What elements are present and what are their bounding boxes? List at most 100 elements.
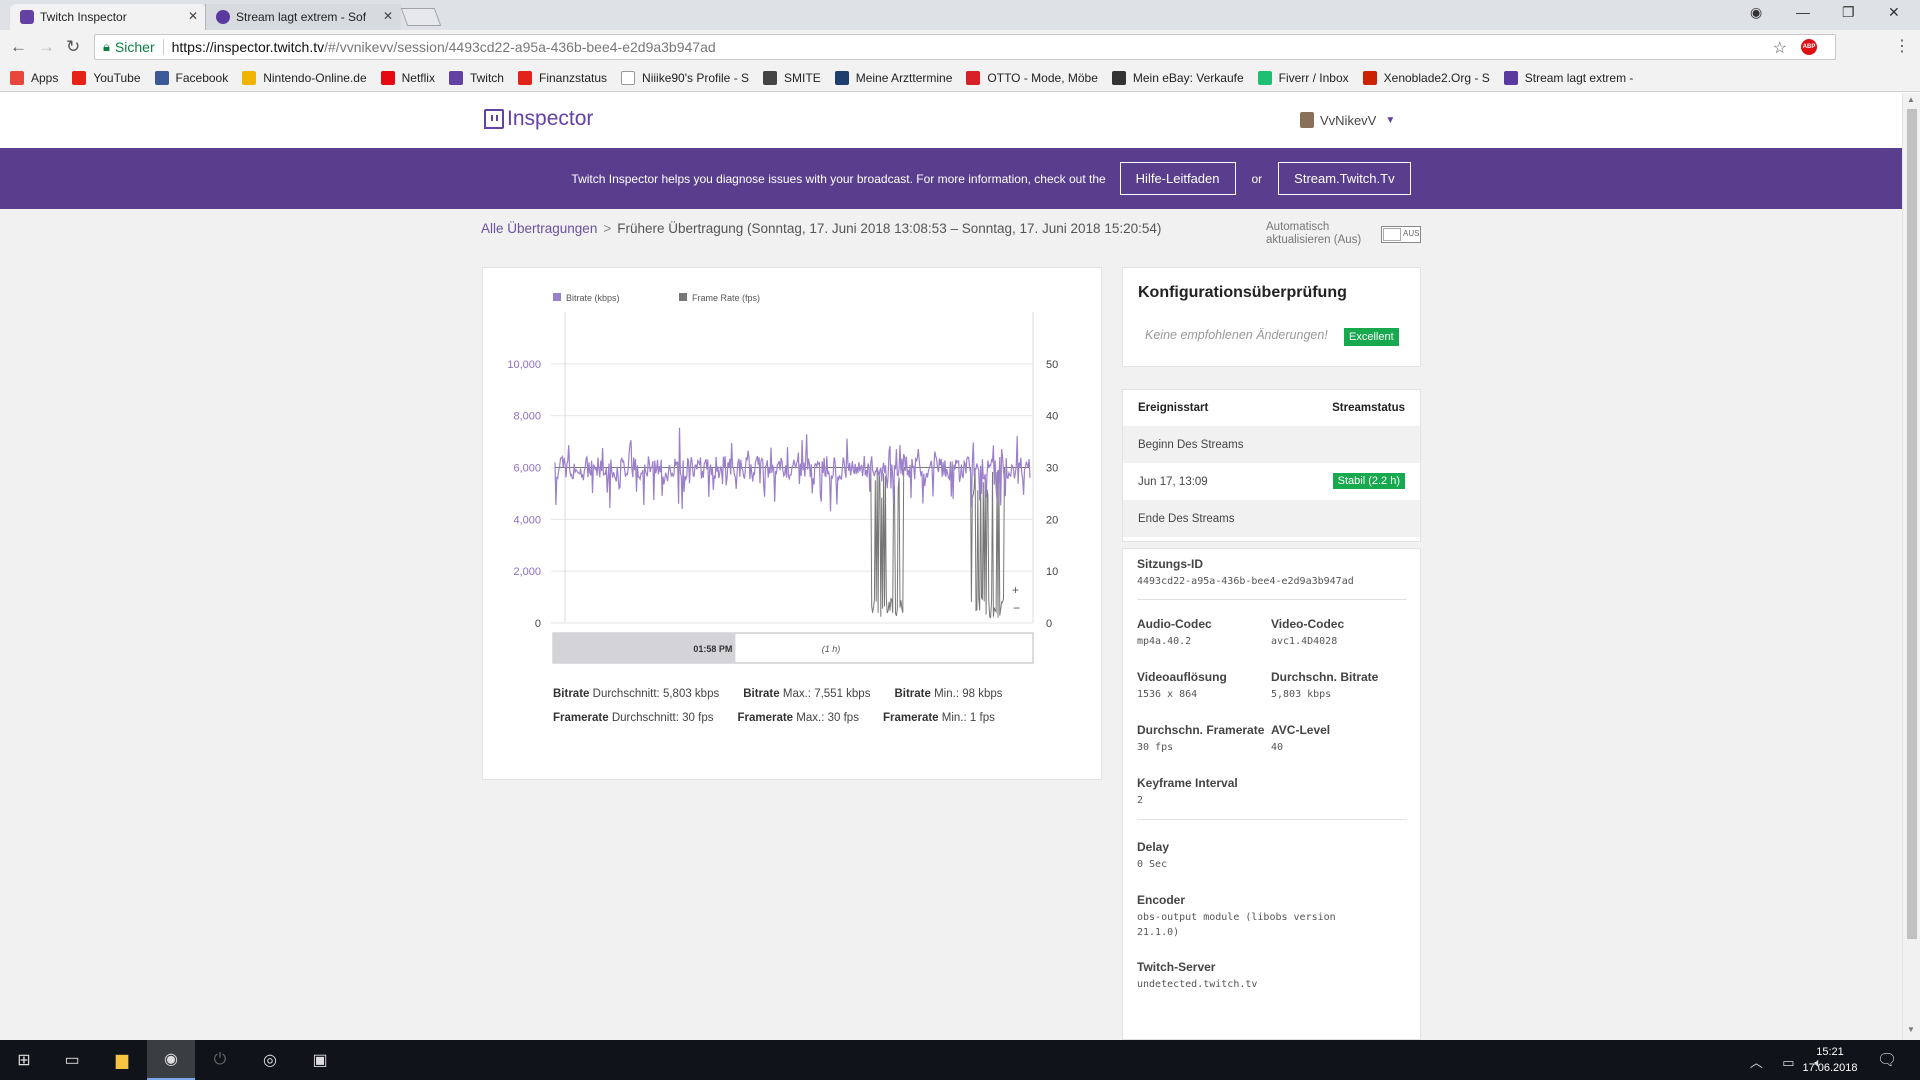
task-view-icon[interactable]: ▭ bbox=[64, 1052, 80, 1069]
bookmark-item[interactable]: Twitch bbox=[448, 70, 504, 85]
avc-level-value: 40 bbox=[1271, 742, 1284, 753]
stat-value: 30 fps bbox=[827, 712, 859, 724]
bookmark-icon bbox=[1362, 70, 1377, 85]
bookmark-icon bbox=[763, 70, 778, 85]
config-title: Konfigurationsüberprüfung bbox=[1138, 284, 1347, 301]
session-details-card: Sitzungs-ID 4493cd22-a95a-436b-bee4-e2d9… bbox=[1122, 548, 1421, 1040]
user-menu[interactable]: VvNikevV ▼ bbox=[1300, 112, 1395, 128]
guide-button[interactable]: Hilfe-Leitfaden bbox=[1119, 162, 1236, 195]
legend-swatch bbox=[679, 293, 687, 301]
breadcrumb-all-broadcasts-link[interactable]: Alle Übertragungen bbox=[481, 221, 598, 236]
bookmark-item[interactable]: Fiverr / Inbox bbox=[1257, 70, 1349, 85]
event-label: Beginn Des Streams bbox=[1138, 438, 1244, 451]
clock-date: 17.06.2018 bbox=[1802, 1062, 1858, 1074]
zoom-out-button[interactable]: − bbox=[1013, 601, 1020, 615]
bitrate-framerate-chart[interactable]: Bitrate (kbps) Frame Rate (fps) 0 2,000 4,00… bbox=[483, 268, 1103, 781]
bookmark-item[interactable]: Niiike90's Profile - S bbox=[621, 70, 749, 85]
stat-label: Bitrate bbox=[743, 688, 780, 700]
bookmark-item[interactable]: Meine Arzttermine bbox=[834, 70, 952, 85]
auto-refresh-label: Automatisch aktualisieren (Aus) bbox=[1266, 221, 1362, 246]
toggle-knob bbox=[1383, 228, 1401, 241]
scroll-up-arrow-icon[interactable]: ▲ bbox=[1907, 95, 1915, 104]
windows-taskbar: ⊞ ▭ ▆ ◉ ⏻ ◎ ▣ ︿ ▭ 🔈︎ 15:21 17.06.2018 🗨︎ bbox=[0, 1040, 1920, 1080]
scroll-thumb[interactable] bbox=[1907, 109, 1917, 939]
bookmark-icon bbox=[621, 70, 636, 85]
stat-label: Framerate bbox=[737, 712, 794, 724]
event-row: Ende Des Streams bbox=[1123, 500, 1420, 537]
address-divider bbox=[162, 39, 164, 55]
event-row[interactable]: Jun 17, 13:09 Stabil (2.2 h) bbox=[1123, 463, 1420, 500]
bookmark-item[interactable]: SMITE bbox=[763, 70, 821, 85]
close-tab-icon[interactable]: ✕ bbox=[187, 9, 198, 23]
range-selection[interactable] bbox=[553, 633, 736, 663]
adblock-icon[interactable]: ABP bbox=[1801, 39, 1817, 55]
forward-icon[interactable]: → bbox=[38, 37, 55, 56]
stream-twitch-button[interactable]: Stream.Twitch.Tv bbox=[1278, 162, 1411, 195]
lock-icon: 🔒︎ bbox=[103, 39, 110, 54]
obs-icon[interactable]: ◎ bbox=[263, 1052, 277, 1069]
bookmark-icon bbox=[834, 70, 849, 85]
bookmark-item[interactable]: Stream lagt extrem - bbox=[1503, 70, 1634, 85]
bookmark-icon bbox=[10, 70, 24, 85]
chart-stat: Framerate Min.: 1 fps bbox=[883, 706, 995, 730]
profile-icon[interactable]: ◉ bbox=[1750, 4, 1763, 20]
notifications-icon[interactable]: 🗨︎ bbox=[1877, 1052, 1898, 1069]
encoder-label: Encoder bbox=[1137, 893, 1186, 907]
chart-stat: Bitrate Min.: 98 kbps bbox=[894, 682, 1002, 706]
stat-sub: Durchschnitt: bbox=[592, 688, 660, 700]
auto-refresh-toggle[interactable]: AUS bbox=[1381, 226, 1421, 243]
page-scrollbar[interactable]: ▲ ▼ bbox=[1902, 93, 1920, 1040]
bookmark-label: Stream lagt extrem - bbox=[1524, 70, 1634, 85]
browser-menu-icon[interactable]: ⋮ bbox=[1894, 38, 1910, 55]
avc-level-label: AVC-Level bbox=[1271, 723, 1331, 737]
bookmark-item[interactable]: OTTO - Mode, Möbe bbox=[966, 70, 1098, 85]
avg-framerate-value: 30 fps bbox=[1137, 742, 1174, 753]
bookmark-item[interactable]: Facebook bbox=[154, 70, 228, 85]
stat-label: Framerate bbox=[553, 712, 609, 724]
close-tab-icon[interactable]: ✕ bbox=[382, 9, 393, 23]
bookmark-item[interactable]: Nintendo-Online.de bbox=[242, 70, 367, 85]
chart-statistics: Bitrate Durchschnitt: 5,803 kbps Bitrate … bbox=[553, 682, 1073, 730]
taskbar-clock[interactable]: 15:21 17.06.2018 bbox=[1800, 1044, 1860, 1076]
bookmark-item[interactable]: Finanzstatus bbox=[517, 70, 607, 85]
divider bbox=[1137, 599, 1407, 600]
banner-or-text: or bbox=[1251, 171, 1263, 186]
game-app-icon[interactable]: ▣ bbox=[312, 1052, 328, 1069]
stat-value: 7,551 kbps bbox=[814, 688, 871, 700]
tab-twitch-inspector[interactable]: Twitch Inspector ✕ bbox=[10, 4, 206, 30]
resolution-value: 1536 x 864 bbox=[1137, 689, 1198, 700]
system-tray[interactable]: ︿ ▭ 🔈︎ bbox=[1749, 1055, 1830, 1070]
close-window-icon[interactable]: ✕ bbox=[1888, 4, 1900, 20]
page-content: Inspector VvNikevV ▼ Twitch Inspector he… bbox=[0, 93, 1902, 1040]
bookmark-item[interactable]: Xenoblade2.Org - S bbox=[1362, 70, 1490, 85]
scroll-down-arrow-icon[interactable]: ▼ bbox=[1907, 1025, 1915, 1034]
server-label: Twitch-Server bbox=[1137, 960, 1216, 974]
banner-text: Twitch Inspector helps you diagnose issu… bbox=[571, 171, 1106, 186]
forum-tab-icon bbox=[216, 10, 230, 24]
zoom-in-button[interactable]: + bbox=[1012, 583, 1019, 597]
delay-value: 0 Sec bbox=[1137, 859, 1168, 870]
new-tab-button[interactable] bbox=[400, 8, 442, 26]
bookmark-item[interactable]: Mein eBay: Verkaufe bbox=[1111, 70, 1244, 85]
chrome-icon[interactable]: ◉ bbox=[147, 1040, 195, 1080]
minimize-icon[interactable]: — bbox=[1796, 4, 1810, 20]
inspector-logo[interactable]: Inspector bbox=[484, 107, 593, 131]
restore-icon[interactable]: ❐ bbox=[1842, 4, 1855, 20]
windows-start-icon[interactable]: ⊞ bbox=[17, 1052, 31, 1069]
address-bar[interactable]: 🔒︎ Sicher https://inspector.twitch.tv /#… bbox=[94, 34, 1836, 60]
bookmark-star-icon[interactable]: ☆ bbox=[1772, 40, 1787, 57]
back-icon[interactable]: ← bbox=[10, 37, 27, 56]
divider bbox=[1137, 819, 1407, 820]
bookmark-label: Apps bbox=[31, 70, 59, 85]
bookmark-item[interactable]: YouTube bbox=[72, 70, 141, 85]
bookmark-item[interactable]: Apps bbox=[10, 70, 59, 85]
site-header: Inspector VvNikevV ▼ bbox=[0, 93, 1902, 148]
bookmark-icon bbox=[380, 70, 395, 85]
bookmark-icon bbox=[1257, 70, 1272, 85]
event-label: Jun 17, 13:09 bbox=[1138, 475, 1208, 488]
file-explorer-icon[interactable]: ▆ bbox=[115, 1052, 129, 1069]
bookmark-item[interactable]: Netflix bbox=[380, 70, 435, 85]
tab-stream-lagt[interactable]: Stream lagt extrem - Soft ✕ bbox=[205, 4, 401, 30]
reload-icon[interactable]: ↻ bbox=[66, 37, 81, 56]
power-app-icon[interactable]: ⏻ bbox=[213, 1051, 227, 1068]
